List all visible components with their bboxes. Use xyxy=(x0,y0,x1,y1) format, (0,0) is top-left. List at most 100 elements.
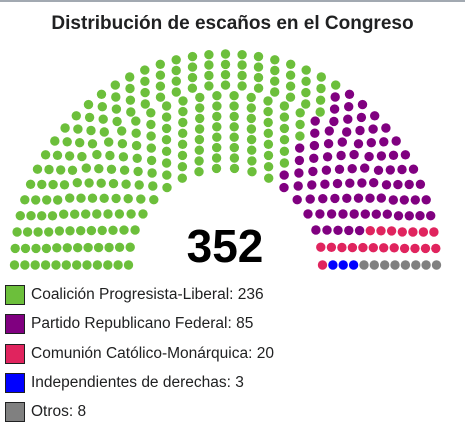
seat-dot xyxy=(73,124,83,134)
seat-dot xyxy=(295,131,305,141)
seat-dot xyxy=(114,242,125,252)
seat-dot xyxy=(370,111,380,121)
seat-dot xyxy=(40,260,51,270)
seat-dot xyxy=(316,72,326,82)
seat-dot xyxy=(178,106,188,117)
seat-dot xyxy=(20,260,30,270)
seat-dot xyxy=(237,60,247,70)
seat-dot xyxy=(270,76,280,86)
seat-dot xyxy=(360,163,370,173)
seat-dot xyxy=(146,131,156,141)
seat-dot xyxy=(294,155,305,166)
seat-dot xyxy=(404,179,414,190)
seat-dot xyxy=(77,151,87,162)
seat-dot xyxy=(356,112,367,123)
seat-dot xyxy=(30,260,40,270)
seat-dot xyxy=(48,179,58,190)
seat-dot xyxy=(410,195,420,205)
seat-dot xyxy=(371,209,381,219)
seat-dot xyxy=(40,150,51,160)
seat-dot xyxy=(147,168,157,178)
seat-dot xyxy=(237,50,247,60)
seat-dot xyxy=(103,260,113,270)
seat-dot xyxy=(376,151,387,161)
seat-dot xyxy=(229,111,239,122)
seat-dot xyxy=(263,162,274,172)
seat-dot xyxy=(301,87,311,98)
seat-dot xyxy=(365,193,375,203)
seat-dot xyxy=(220,70,231,80)
seat-dot xyxy=(316,242,326,252)
seat-dot xyxy=(110,80,121,90)
seat-dot xyxy=(76,193,86,203)
seat-dot xyxy=(318,194,328,204)
seat-dot xyxy=(326,242,337,252)
legend-swatch xyxy=(5,372,25,393)
seat-dot xyxy=(187,72,198,83)
seat-dot xyxy=(342,127,352,137)
seat-dot xyxy=(376,226,386,236)
seat-dot xyxy=(195,92,205,103)
legend-label: Comunión Católico-Monárquica: 20 xyxy=(31,344,274,362)
seat-dot xyxy=(25,179,36,189)
seat-dot xyxy=(161,112,172,122)
seat-dot xyxy=(106,164,117,174)
seat-dot xyxy=(381,180,392,190)
seats-group xyxy=(9,49,442,270)
seat-dot xyxy=(246,103,256,113)
seat-dot xyxy=(62,137,72,147)
seat-dot xyxy=(373,165,384,175)
seat-dot xyxy=(136,194,146,204)
seat-dot xyxy=(37,179,47,190)
seat-dot xyxy=(310,116,320,126)
seat-dot xyxy=(108,225,118,235)
seat-dot xyxy=(111,193,121,204)
seat-dot xyxy=(279,146,290,156)
seat-dot xyxy=(212,101,222,111)
seat-dot xyxy=(117,139,128,149)
seat-dot xyxy=(253,72,264,83)
seat-dot xyxy=(365,226,375,236)
seat-dot xyxy=(96,178,106,188)
legend-swatch xyxy=(5,343,25,364)
seat-dot xyxy=(349,209,359,219)
seat-dot xyxy=(408,164,419,174)
seat-dot xyxy=(293,181,303,191)
seat-dot xyxy=(279,101,290,111)
seat-dot xyxy=(286,59,296,69)
seat-dot xyxy=(369,178,379,188)
seat-dot xyxy=(391,136,401,146)
seat-dot xyxy=(279,170,289,180)
seat-dot xyxy=(295,108,305,118)
seat-dot xyxy=(52,150,63,160)
seat-dot xyxy=(12,227,22,237)
seat-dot xyxy=(237,81,247,91)
seat-dot xyxy=(301,76,311,87)
seat-dot xyxy=(400,150,411,160)
seat-dot xyxy=(270,55,280,65)
seat-dot xyxy=(368,243,378,253)
seat-dot xyxy=(317,260,328,270)
seat-dot xyxy=(92,149,102,160)
seat-dot xyxy=(431,243,441,254)
seat-dot xyxy=(307,180,317,190)
seat-dot xyxy=(253,51,264,62)
legend-item: Otros: 8 xyxy=(5,401,274,423)
seat-dot xyxy=(397,164,407,175)
seat-dot xyxy=(379,137,389,147)
seat-dot xyxy=(67,165,78,175)
seat-dot xyxy=(99,193,109,203)
seat-dot xyxy=(161,158,172,168)
seat-dot xyxy=(131,128,141,138)
seat-dot xyxy=(84,112,95,123)
seat-dot xyxy=(229,163,240,174)
seat-dot xyxy=(229,122,239,132)
seat-dot xyxy=(125,242,135,252)
seat-dot xyxy=(59,209,69,219)
seat-dot xyxy=(279,123,290,134)
seat-dot xyxy=(59,180,70,190)
seat-dot xyxy=(125,83,135,94)
seat-dot xyxy=(321,165,332,175)
seat-dot xyxy=(119,165,130,175)
seat-dot xyxy=(42,195,52,205)
